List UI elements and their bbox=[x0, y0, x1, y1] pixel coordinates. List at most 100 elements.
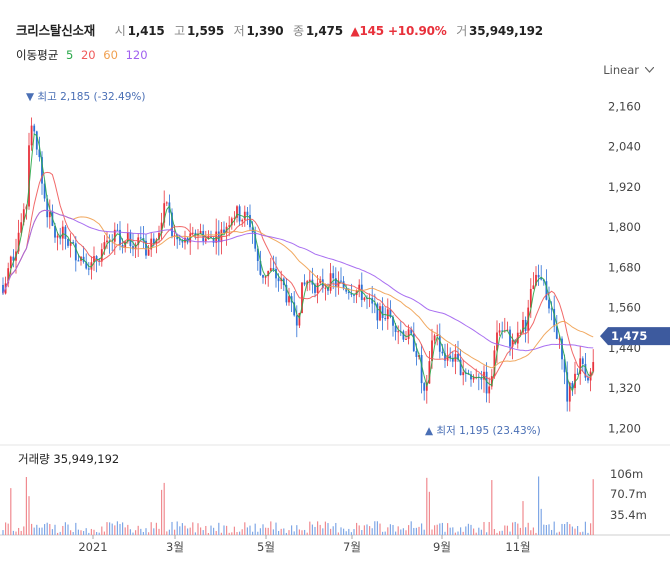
volume-bar bbox=[376, 521, 378, 535]
volume-bar bbox=[41, 527, 43, 535]
volume-bar bbox=[275, 522, 277, 535]
candle-body bbox=[2, 284, 4, 294]
volume-bar bbox=[509, 531, 511, 535]
volume-bar bbox=[348, 528, 350, 535]
y-tick-label: 1,680 bbox=[608, 260, 641, 274]
volume-bar bbox=[210, 525, 212, 535]
volume-bar bbox=[441, 522, 443, 535]
candle-body bbox=[139, 237, 142, 239]
candle-body bbox=[236, 206, 238, 218]
candle-body bbox=[85, 261, 88, 269]
volume-bar bbox=[80, 530, 82, 535]
volume-bar bbox=[421, 523, 423, 535]
candle-body bbox=[376, 303, 379, 321]
candle-body bbox=[561, 338, 563, 360]
candle-body bbox=[17, 232, 20, 252]
volume-bar bbox=[525, 527, 527, 535]
candle-body bbox=[308, 279, 311, 282]
volume-bar bbox=[49, 524, 51, 535]
volume-bar bbox=[85, 528, 87, 535]
candle-body bbox=[340, 280, 342, 282]
scale-mode-label[interactable]: Linear bbox=[603, 63, 639, 77]
volume-bar bbox=[77, 529, 79, 535]
x-tick-label: 7월 bbox=[343, 540, 361, 554]
y-tick-label: 2,040 bbox=[608, 140, 641, 154]
candle-body bbox=[358, 284, 361, 291]
volume-bar bbox=[317, 521, 319, 535]
volume-bar bbox=[88, 532, 90, 535]
volume-bar bbox=[457, 531, 459, 535]
ma-line bbox=[2, 209, 594, 352]
volume-bar bbox=[153, 528, 155, 535]
volume-bar bbox=[25, 477, 27, 535]
candle-body bbox=[228, 225, 231, 227]
volume-bar bbox=[200, 527, 202, 535]
candle-body bbox=[22, 209, 25, 223]
candle-body bbox=[548, 299, 550, 309]
candle-body bbox=[581, 358, 584, 364]
ma-5[interactable]: 5 bbox=[65, 48, 74, 62]
candle-body bbox=[350, 293, 353, 295]
candle-body bbox=[550, 308, 553, 310]
x-tick-label: 9월 bbox=[433, 540, 451, 554]
volume-bar bbox=[205, 525, 207, 535]
volume-bar bbox=[12, 530, 14, 535]
candle-body bbox=[46, 198, 49, 218]
volume-bar bbox=[395, 531, 397, 535]
scale-toggle[interactable]: Linear bbox=[603, 63, 654, 77]
volume-bar bbox=[249, 525, 251, 535]
volume-bar bbox=[322, 528, 324, 535]
volume-panel-title: 거래량 35,949,192 bbox=[18, 452, 120, 466]
candle-body bbox=[363, 297, 366, 300]
candle-body bbox=[324, 287, 327, 289]
volume-bar bbox=[535, 532, 537, 535]
ma-60[interactable]: 60 bbox=[103, 48, 118, 62]
volume-bar bbox=[246, 527, 248, 535]
volume-bar bbox=[389, 524, 391, 535]
low-label: 저 bbox=[233, 24, 245, 38]
ma-120[interactable]: 120 bbox=[125, 48, 148, 62]
volume-bar bbox=[33, 527, 35, 535]
candle-body bbox=[181, 240, 184, 243]
volume-bar bbox=[122, 522, 124, 535]
candle-body bbox=[386, 309, 389, 320]
volume-bar bbox=[223, 525, 225, 535]
volume-bar bbox=[423, 529, 425, 535]
volume-bar bbox=[213, 527, 215, 535]
candle-body bbox=[555, 326, 558, 339]
candle-body bbox=[579, 358, 582, 375]
volume-bar bbox=[283, 528, 285, 535]
candle-body bbox=[67, 238, 69, 246]
volume-bar bbox=[62, 525, 64, 535]
volume-bar bbox=[10, 488, 12, 535]
candle-body bbox=[384, 317, 387, 320]
volume-bar bbox=[226, 525, 228, 535]
candle-body bbox=[511, 340, 514, 347]
candle-body bbox=[516, 332, 519, 344]
volume-bar bbox=[140, 528, 142, 535]
volume-bar bbox=[20, 530, 22, 535]
volume-bar bbox=[168, 529, 170, 535]
candle-body bbox=[587, 377, 589, 381]
volume-bar bbox=[252, 531, 254, 535]
candle-body bbox=[238, 206, 241, 222]
volume-bar bbox=[470, 524, 472, 535]
candle-body bbox=[389, 309, 392, 317]
candle-body bbox=[519, 332, 522, 334]
low-value: 1,390 bbox=[246, 24, 284, 38]
volume-bar bbox=[434, 525, 436, 535]
volume-bar bbox=[397, 526, 399, 535]
candle-body bbox=[488, 386, 491, 394]
candle-body bbox=[87, 268, 90, 270]
volume-bar bbox=[291, 525, 293, 535]
candle-body bbox=[30, 125, 33, 146]
ma-20[interactable]: 20 bbox=[80, 48, 96, 62]
candle-body bbox=[537, 274, 540, 278]
volume-bar bbox=[161, 489, 163, 535]
volume-bar bbox=[356, 522, 358, 535]
volume-bar bbox=[90, 528, 92, 535]
candle-body bbox=[444, 353, 446, 361]
volume-bar bbox=[584, 521, 586, 535]
ma-line bbox=[2, 209, 594, 369]
